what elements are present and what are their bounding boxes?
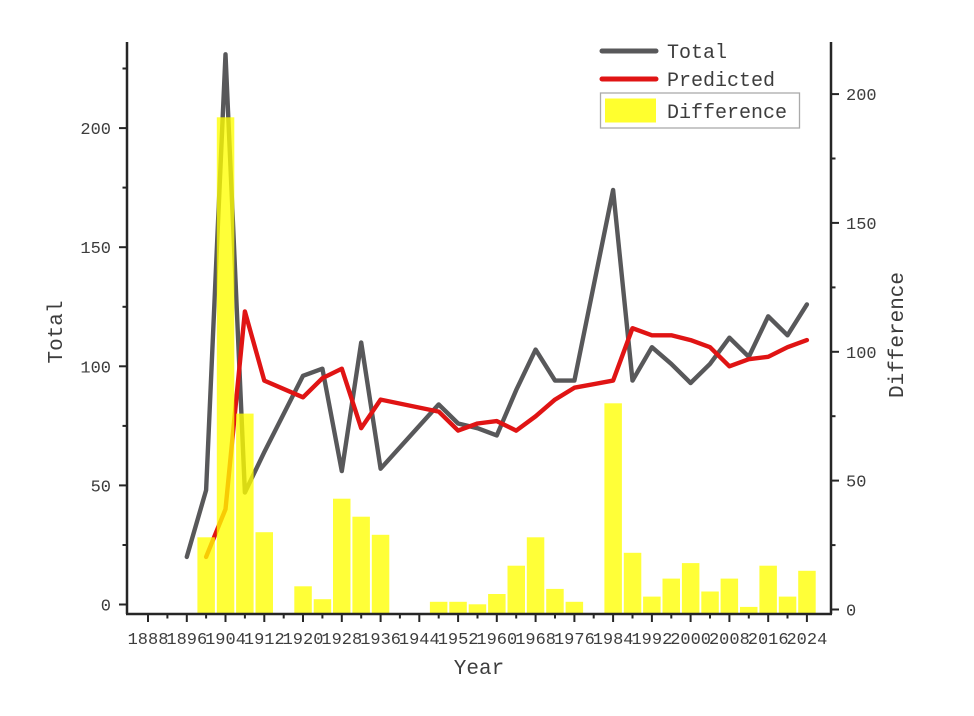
difference-bar-1928 [333,498,351,614]
difference-bar-1988 [623,552,642,614]
difference-bar-1996 [662,578,680,614]
difference-bar-1900 [197,537,215,614]
difference-bars [197,117,816,614]
difference-bar-1952 [449,601,467,614]
x-tick-label-1928: 1928 [321,631,362,650]
difference-bar-1964 [507,565,525,614]
difference-legend-swatch [605,98,656,123]
legend-label-difference: Difference [667,102,787,125]
difference-bar-1976 [565,601,584,614]
right-tick-label-100: 100 [846,345,877,364]
right-tick-label-0: 0 [846,603,856,622]
difference-bar-2004 [701,591,719,614]
difference-bar-1920 [294,586,312,614]
x-tick-label-1976: 1976 [554,631,595,650]
difference-bar-1956 [468,604,487,614]
x-tick-label-1968: 1968 [515,631,556,650]
difference-bar-2000 [681,563,700,614]
total-line [184,52,810,560]
x-tick-label-2016: 2016 [748,631,789,650]
difference-bar-2024 [798,570,816,614]
x-tick-label-1952: 1952 [438,631,479,650]
x-tick-label-1896: 1896 [166,631,207,650]
difference-bar-1932 [352,516,370,614]
x-axis-label: Year [454,658,504,681]
legend-item-difference: Difference [605,98,787,125]
x-tick-label-1920: 1920 [283,631,324,650]
right-tick-label-200: 200 [846,87,877,106]
difference-bar-2012 [740,606,758,614]
left-tick-label-100: 100 [80,359,111,378]
difference-bar-2016 [759,565,777,614]
difference-bar-1960 [488,594,506,614]
difference-bar-2008 [720,578,739,614]
x-tick-label-1904: 1904 [205,631,246,650]
left-axis-label: Total [46,300,69,363]
x-tick-label-1944: 1944 [399,631,440,650]
x-tick-label-1960: 1960 [476,631,517,650]
x-tick-label-1888: 1888 [128,631,169,650]
predicted-line [203,309,810,560]
legend-item-total: Total [599,42,727,65]
difference-bar-2020 [778,596,797,614]
difference-bar-1904 [216,117,235,614]
plot-series [184,52,816,614]
x-tick-label-1912: 1912 [244,631,285,650]
left-tick-label-200: 200 [80,121,111,140]
right-tick-label-50: 50 [846,474,866,493]
difference-bar-1984 [604,403,622,614]
legend-item-predicted: Predicted [599,70,775,93]
difference-bar-1912 [255,532,273,614]
x-tick-label-2008: 2008 [709,631,750,650]
difference-bar-1968 [526,537,545,614]
difference-bar-1936 [371,534,390,614]
right-axis-label: Difference [887,272,910,398]
axes: 1888189619041912192019281936194419521960… [80,42,877,650]
x-tick-label-2000: 2000 [670,631,711,650]
difference-bar-1948 [429,601,448,614]
difference-bar-1972 [546,588,564,614]
x-tick-label-2024: 2024 [786,631,827,650]
difference-bar-1908 [236,413,254,614]
x-tick-label-1936: 1936 [360,631,401,650]
difference-bar-1924 [313,599,332,614]
left-tick-label-0: 0 [101,598,111,617]
left-tick-label-50: 50 [91,478,111,497]
x-tick-label-1992: 1992 [631,631,672,650]
left-tick-label-150: 150 [80,240,111,259]
legend: Total Predicted Difference [599,42,801,129]
difference-bar-1992 [643,596,661,614]
right-tick-label-150: 150 [846,216,877,235]
x-tick-label-1984: 1984 [593,631,634,650]
legend-label-predicted: Predicted [667,70,775,93]
legend-label-total: Total [667,42,727,65]
